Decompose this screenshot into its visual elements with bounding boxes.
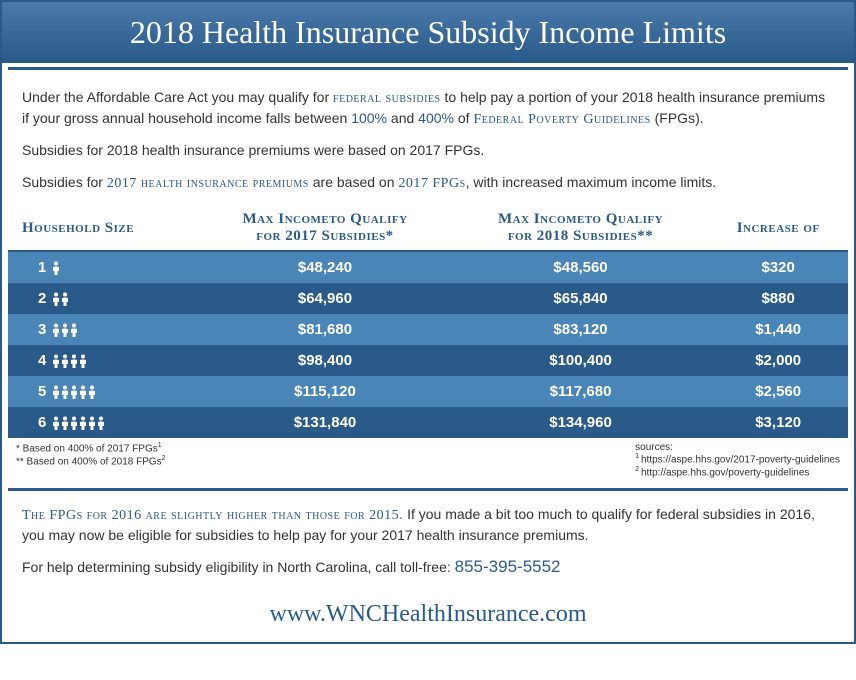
cell-max-2018: $83,120 [453, 314, 709, 345]
cell-max-2017: $64,960 [197, 283, 453, 314]
comparison-table-wrap: VS Household Size Max Incometo Qualifyfo… [8, 205, 848, 438]
cell-max-2017: $115,120 [197, 376, 453, 407]
cell-max-2018: $65,840 [453, 283, 709, 314]
cell-increase: $3,120 [708, 407, 848, 438]
cell-max-2018: $100,400 [453, 345, 709, 376]
federal-subsidies-text: federal subsidies [333, 91, 441, 106]
table-row: 3$81,680$83,120$1,440 [8, 314, 848, 345]
cell-size: 1 [8, 251, 197, 283]
page-title: 2018 Health Insurance Subsidy Income Lim… [22, 14, 834, 51]
fpg-note: The FPGs for 2016 are slightly higher th… [22, 505, 834, 545]
cell-increase: $2,560 [708, 376, 848, 407]
col-max-2018: Max Incometo Qualifyfor 2018 Subsidies** [453, 205, 709, 251]
intro-p2: Subsidies for 2018 health insurance prem… [22, 141, 834, 161]
cell-max-2018: $134,960 [453, 407, 709, 438]
footnotes-sources: sources: 1 https://aspe.hhs.gov/2017-pov… [635, 442, 840, 478]
cell-size: 4 [8, 345, 197, 376]
footnotes: * Based on 400% of 2017 FPGs1 ** Based o… [2, 438, 854, 484]
fpg-text: Federal Poverty Guidelines [473, 112, 650, 127]
infographic-container: 2018 Health Insurance Subsidy Income Lim… [0, 0, 856, 644]
subsidy-table: Household Size Max Incometo Qualifyfor 2… [8, 205, 848, 438]
header: 2018 Health Insurance Subsidy Income Lim… [2, 2, 854, 63]
cell-size: 3 [8, 314, 197, 345]
cell-max-2017: $98,400 [197, 345, 453, 376]
col-max-2017: Max Incometo Qualifyfor 2017 Subsidies* [197, 205, 453, 251]
cell-max-2017: $48,240 [197, 251, 453, 283]
table-row: 2$64,960$65,840$880 [8, 283, 848, 314]
intro-section: Under the Affordable Care Act you may qu… [2, 74, 854, 193]
table-row: 5$115,120$117,680$2,560 [8, 376, 848, 407]
table-row: 4$98,400$100,400$2,000 [8, 345, 848, 376]
divider [8, 488, 848, 491]
bottom-section: The FPGs for 2016 are slightly higher th… [2, 495, 854, 597]
cell-max-2017: $131,840 [197, 407, 453, 438]
divider [8, 67, 848, 70]
col-increase: Increase of [708, 205, 848, 251]
person-icon [52, 259, 61, 276]
phone-number: 855-395-5552 [455, 557, 561, 576]
cell-increase: $1,440 [708, 314, 848, 345]
cell-max-2018: $48,560 [453, 251, 709, 283]
website-url: www.WNCHealthInsurance.com [2, 597, 854, 642]
col-household-size: Household Size [8, 205, 197, 251]
footnotes-left: * Based on 400% of 2017 FPGs1 ** Based o… [16, 442, 166, 478]
person-icon [52, 352, 88, 369]
cell-size: 6 [8, 407, 197, 438]
intro-p3: Subsidies for 2017 health insurance prem… [22, 173, 834, 194]
cell-max-2018: $117,680 [453, 376, 709, 407]
table-row: 1$48,240$48,560$320 [8, 251, 848, 283]
table-row: 6$131,840$134,960$3,120 [8, 407, 848, 438]
cell-max-2017: $81,680 [197, 314, 453, 345]
cell-increase: $320 [708, 251, 848, 283]
person-icon [52, 414, 106, 431]
cell-size: 2 [8, 283, 197, 314]
intro-p1: Under the Affordable Care Act you may qu… [22, 88, 834, 129]
cell-size: 5 [8, 376, 197, 407]
person-icon [52, 321, 79, 338]
cell-increase: $2,000 [708, 345, 848, 376]
phone-line: For help determining subsidy eligibility… [22, 555, 834, 579]
person-icon [52, 383, 97, 400]
cell-increase: $880 [708, 283, 848, 314]
person-icon [52, 290, 70, 307]
